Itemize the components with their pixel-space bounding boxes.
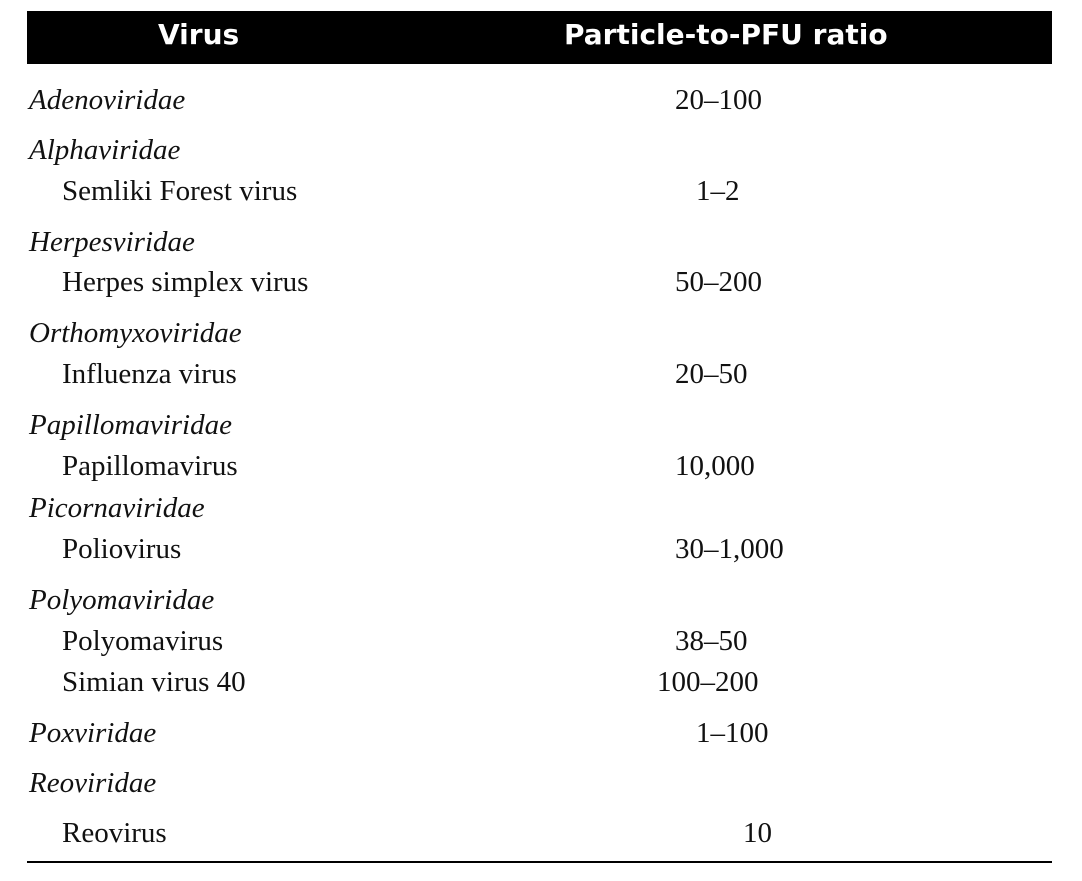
ratio-value: 50–200 — [675, 266, 762, 298]
row-label-virus: Polyomavirus — [62, 625, 224, 657]
row-label-family: Poxviridae — [29, 717, 157, 749]
row-label-virus: Poliovirus — [62, 533, 182, 565]
ratio-value: 20–50 — [675, 358, 748, 390]
table-bottom-rule — [27, 861, 1052, 863]
ratio-value: 1–100 — [696, 717, 769, 749]
row-label-family: Papillomaviridae — [29, 409, 232, 441]
column-header-ratio: Particle-to-PFU ratio — [564, 18, 888, 51]
ratio-value: 1–2 — [696, 175, 740, 207]
ratio-value: 10 — [743, 817, 772, 849]
row-label-family: Reoviridae — [29, 767, 157, 799]
ratio-value: 20–100 — [675, 84, 762, 116]
table-header: Virus Particle-to-PFU ratio — [27, 11, 1052, 64]
row-label-family: Picornaviridae — [29, 492, 205, 524]
row-label-virus: Influenza virus — [62, 358, 237, 390]
column-header-virus: Virus — [158, 18, 240, 51]
row-label-virus: Herpes simplex virus — [62, 266, 309, 298]
row-label-virus: Papillomavirus — [62, 450, 238, 482]
row-label-virus: Simian virus 40 — [62, 666, 246, 698]
row-label-virus: Reovirus — [62, 817, 167, 849]
row-label-family: Adenoviridae — [29, 84, 186, 116]
ratio-value: 10,000 — [675, 450, 755, 482]
ratio-value: 30–1,000 — [675, 533, 784, 565]
row-label-family: Polyomaviridae — [29, 584, 215, 616]
row-label-family: Herpesviridae — [29, 226, 195, 258]
ratio-value: 100–200 — [657, 666, 759, 698]
row-label-family: Alphaviridae — [29, 134, 181, 166]
ratio-value: 38–50 — [675, 625, 748, 657]
row-label-virus: Semliki Forest virus — [62, 175, 298, 207]
row-label-family: Orthomyxoviridae — [29, 317, 242, 349]
